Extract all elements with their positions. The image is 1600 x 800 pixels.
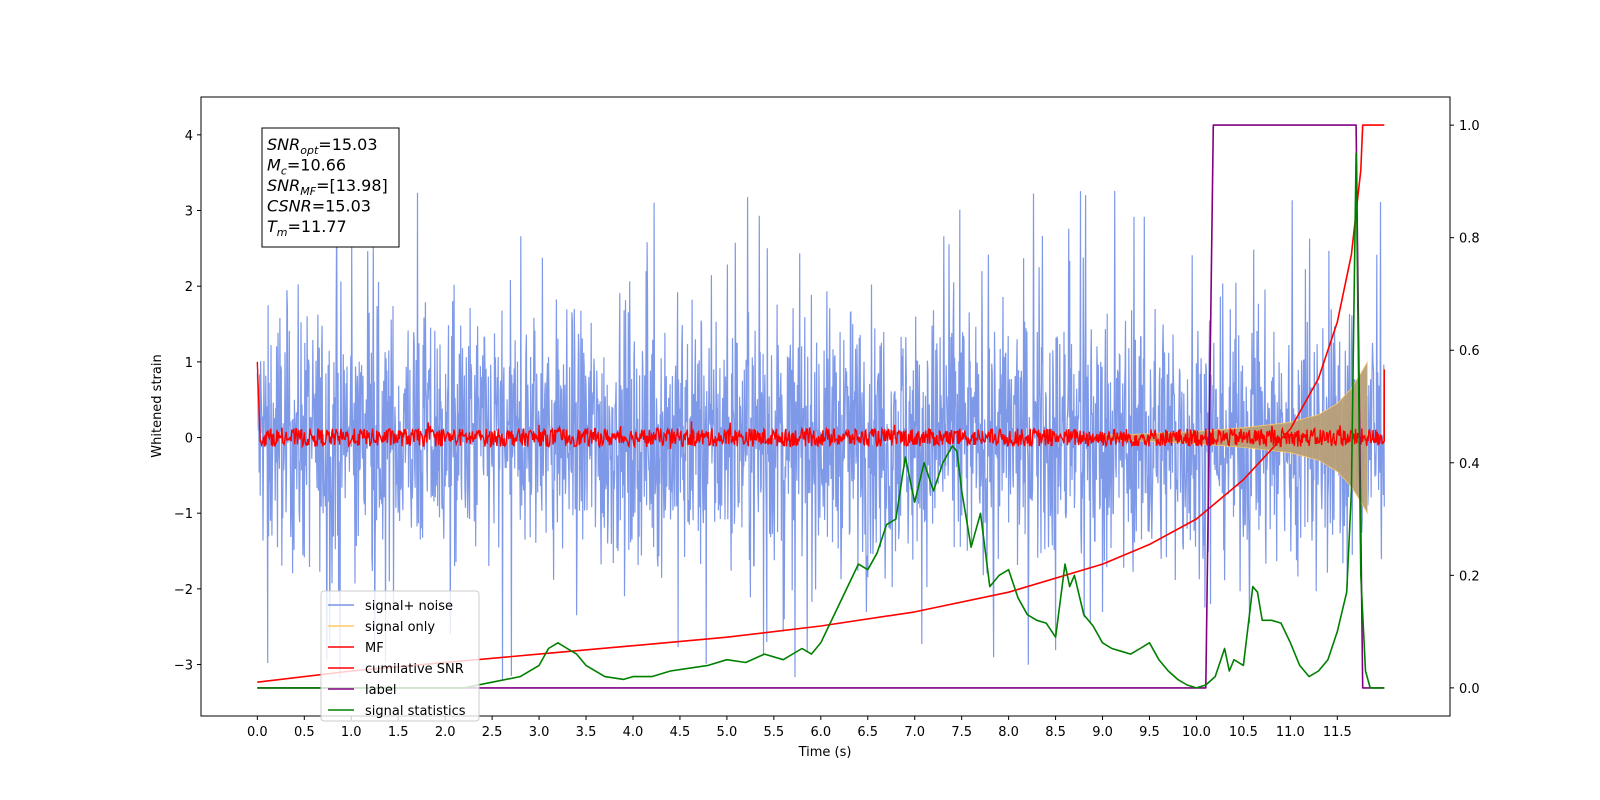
y-tick-label: 2 (185, 280, 193, 295)
x-tick-label: 3.5 (576, 725, 597, 740)
x-tick-label: 6.5 (857, 725, 878, 740)
y-tick-label: −1 (174, 507, 193, 522)
x-tick-label: 3.0 (529, 725, 550, 740)
legend-frame (320, 590, 480, 722)
x-tick-label: 5.5 (764, 725, 785, 740)
annotation-line: CSNR=15.03 (267, 197, 371, 216)
annotation-line: Tm=11.77 (267, 217, 347, 239)
legend-label: signal+ noise (365, 599, 453, 614)
x-tick-label: 6.0 (810, 725, 831, 740)
legend-label: label (365, 683, 396, 698)
x-tick-label: 0.5 (294, 725, 315, 740)
y-axis-title: Whitened strain (150, 354, 165, 457)
x-tick-label: 7.5 (951, 725, 972, 740)
y-tick-label: −3 (174, 659, 193, 674)
cumulative-snr-line (257, 124, 1385, 683)
y-tick-label: −2 (174, 583, 193, 598)
annotation-line: Mc=10.66 (267, 156, 346, 178)
y2-tick-label: 0.2 (1459, 569, 1480, 584)
x-tick-label: 0.0 (247, 725, 268, 740)
x-tick-label: 7.0 (904, 725, 925, 740)
x-tick-label: 8.5 (1045, 725, 1066, 740)
x-tick-label: 2.5 (482, 725, 503, 740)
legend-label: signal statistics (365, 704, 466, 719)
x-tick-label: 9.0 (1092, 725, 1113, 740)
y2-tick-label: 0.8 (1459, 232, 1480, 247)
axes-frame (200, 96, 1451, 717)
x-axis: 0.0 0.5 1.0 1.5 2.0 2.5 3.0 3.5 4.0 4.5 5.0 5.5 6.0 6… (247, 716, 1352, 740)
y-tick-label: 0 (185, 432, 193, 447)
x-tick-label: 1.5 (388, 725, 409, 740)
y-axis-right: 1.0 0.8 0.6 0.4 0.2 0.0 (1450, 119, 1480, 697)
signal-statistics-line (257, 152, 1385, 689)
x-tick-label: 2.0 (435, 725, 456, 740)
legend-label: MF (365, 641, 384, 656)
y2-tick-label: 0.6 (1459, 344, 1480, 359)
y-axis-left: 4 3 2 1 0 −1 −2 −3 (174, 129, 201, 674)
y-tick-label: 4 (185, 129, 193, 144)
y-tick-label: 1 (185, 356, 193, 371)
y2-tick-label: 0.4 (1459, 457, 1480, 472)
legend: signal+ noise signal only MF cumilative SNR… (320, 590, 480, 722)
legend-label: signal only (365, 620, 435, 635)
annotation-frame (261, 127, 400, 248)
x-axis-title: Time (s) (798, 745, 852, 760)
annotation-line: SNRMF=[13.98] (267, 176, 388, 198)
plot-area (256, 124, 1385, 689)
metrics-annotation-box: SNRopt=15.03Mc=10.66SNRMF=[13.98]CSNR=15… (261, 127, 400, 248)
annotation-line: SNRopt=15.03 (267, 135, 378, 157)
x-tick-label: 10.5 (1229, 725, 1258, 740)
x-tick-label: 1.0 (341, 725, 362, 740)
y-tick-label: 3 (185, 205, 193, 220)
x-tick-label: 4.0 (623, 725, 644, 740)
x-tick-label: 10.0 (1182, 725, 1211, 740)
x-tick-label: 9.5 (1139, 725, 1160, 740)
legend-label: cumilative SNR (365, 662, 464, 677)
y2-tick-label: 0.0 (1459, 682, 1480, 697)
signal-noise-line (256, 190, 1385, 681)
label-line (257, 124, 1385, 689)
y2-tick-label: 1.0 (1459, 119, 1480, 134)
x-tick-label: 4.5 (670, 725, 691, 740)
x-tick-label: 11.0 (1276, 725, 1305, 740)
x-tick-label: 11.5 (1323, 725, 1352, 740)
x-tick-label: 5.0 (717, 725, 738, 740)
mf-line (256, 361, 1385, 449)
x-tick-label: 8.0 (998, 725, 1019, 740)
